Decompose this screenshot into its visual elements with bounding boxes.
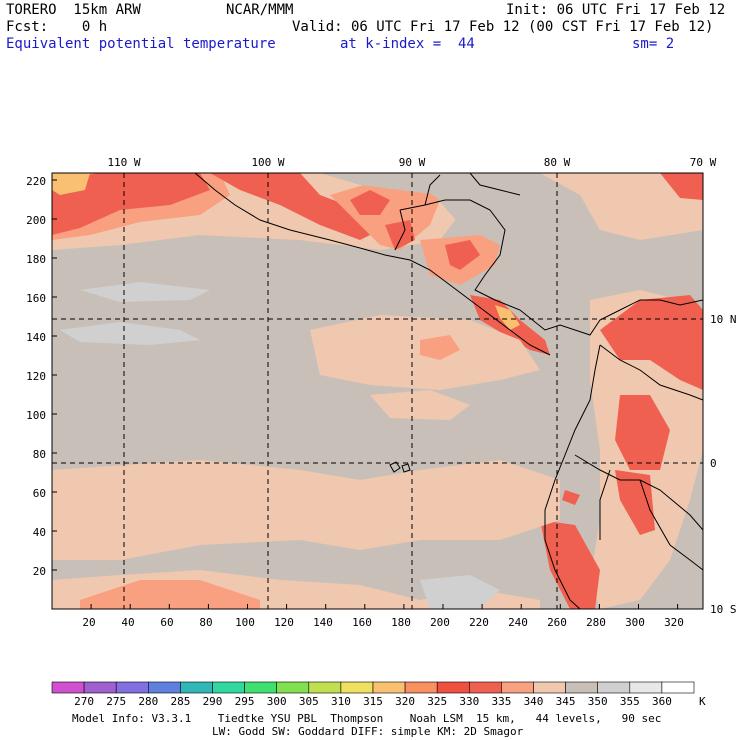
colorbar-swatch (148, 681, 181, 694)
colorbar-swatch (565, 681, 598, 694)
y-index-labels: 220 200 180 160 140 120 100 80 60 40 20 (26, 175, 46, 578)
lon-label-100w: 100 W (251, 156, 284, 169)
colorbar-label: 355 (620, 695, 640, 708)
y-tick-label: 180 (26, 253, 46, 266)
colorbar-swatch (51, 681, 85, 694)
x-index-labels: 20 40 60 80 100 120 140 160 180 200 220 … (82, 616, 684, 629)
colorbar (51, 681, 695, 694)
colorbar-swatch (372, 681, 406, 694)
colorbar-label: 325 (427, 695, 447, 708)
x-tick-label: 200 (430, 616, 450, 629)
y-tick-label: 200 (26, 214, 46, 227)
colorbar-label: 285 (170, 695, 190, 708)
x-tick-label: 40 (121, 616, 134, 629)
colorbar-label: 290 (203, 695, 223, 708)
colorbar-swatch (212, 681, 245, 694)
colorbar-label: 340 (524, 695, 544, 708)
colorbar-label: 345 (556, 695, 576, 708)
colorbar-swatch (83, 681, 117, 694)
colorbar-swatch (115, 681, 149, 694)
colorbar-unit: K (699, 695, 706, 708)
colorbar-label: 275 (106, 695, 126, 708)
x-tick-label: 100 (235, 616, 255, 629)
colorbar-swatch (404, 681, 438, 694)
y-tick-label: 60 (33, 487, 46, 500)
map-frame (51, 172, 704, 610)
lon-label-70w: 70 W (690, 156, 717, 169)
model-info: Model Info: V3.3.1 Tiedtke YSU PBL Thomp… (72, 712, 662, 725)
colorbar-label: 350 (588, 695, 608, 708)
x-tick-label: 300 (625, 616, 645, 629)
colorbar-swatch (340, 681, 374, 694)
y-tick-label: 40 (33, 526, 46, 539)
colorbar-swatch (629, 681, 663, 694)
y-tick-label: 220 (26, 175, 46, 188)
colorbar-swatch (180, 681, 213, 694)
colorbar-swatch (597, 681, 631, 694)
lat-label-10s: 10 S (710, 603, 737, 616)
colorbar-swatch (501, 681, 534, 694)
colorbar-labels: 270 275 280 285 290 295 300 305 310 315 320 325 330 3… (74, 695, 672, 708)
physics-info: LW: Godd SW: Goddard DIFF: simple KM: 2D… (212, 725, 524, 738)
x-tick-label: 320 (664, 616, 684, 629)
x-tick-label: 280 (586, 616, 606, 629)
graticule (52, 173, 703, 609)
y-tick-label: 120 (26, 370, 46, 383)
y-tick-label: 100 (26, 409, 46, 422)
lat-label-0: 0 (710, 457, 717, 470)
y-tick-label: 160 (26, 292, 46, 305)
colorbar-label: 305 (299, 695, 319, 708)
x-tick-label: 220 (469, 616, 489, 629)
latitude-labels: 10 N 0 10 S (710, 313, 737, 616)
colorbar-label: 320 (395, 695, 415, 708)
theta-e-field (52, 173, 703, 609)
field-name: Equivalent potential temperature (6, 36, 276, 52)
level-info: at k-index = 44 (340, 36, 475, 52)
center-name: NCAR/MMM (226, 2, 294, 18)
x-tick-label: 120 (274, 616, 294, 629)
colorbar-label: 300 (267, 695, 287, 708)
model-name: TORERO 15km ARW (6, 2, 141, 18)
colorbar-swatch (436, 681, 470, 694)
lon-label-110w: 110 W (107, 156, 140, 169)
lat-label-10n: 10 N (710, 313, 737, 326)
colorbar-swatch (533, 681, 566, 694)
axis-ticks (51, 179, 679, 610)
colorbar-swatch (276, 681, 310, 694)
valid-time: Valid: 06 UTC Fri 17 Feb 12 (00 CST Fri … (292, 19, 714, 35)
colorbar-label: 280 (138, 695, 158, 708)
x-tick-label: 160 (352, 616, 372, 629)
colorbar-swatch (244, 681, 278, 694)
colorbar-label: 335 (491, 695, 511, 708)
colorbar-label: 270 (74, 695, 94, 708)
lon-label-80w: 80 W (544, 156, 571, 169)
colorbar-label: 315 (363, 695, 383, 708)
x-tick-label: 140 (313, 616, 333, 629)
x-tick-label: 20 (82, 616, 95, 629)
longitude-labels: 110 W 100 W 90 W 80 W 70 W (107, 156, 716, 169)
x-tick-label: 240 (508, 616, 528, 629)
smoothing-info: sm= 2 (632, 36, 675, 52)
y-tick-label: 140 (26, 331, 46, 344)
x-tick-label: 80 (199, 616, 212, 629)
colorbar-swatch (468, 681, 502, 694)
colorbar-label: 330 (459, 695, 479, 708)
y-tick-label: 80 (33, 448, 46, 461)
forecast-hour: Fcst: 0 h (6, 19, 108, 35)
colorbar-label: 295 (235, 695, 255, 708)
colorbar-swatch (308, 681, 342, 694)
x-tick-label: 260 (547, 616, 567, 629)
y-tick-label: 20 (33, 565, 46, 578)
colorbar-swatch (661, 681, 695, 694)
coastlines (194, 173, 703, 609)
x-tick-label: 60 (160, 616, 173, 629)
init-time: Init: 06 UTC Fri 17 Feb 12 (506, 2, 726, 18)
colorbar-label: 310 (331, 695, 351, 708)
lon-label-90w: 90 W (399, 156, 426, 169)
colorbar-label: 360 (652, 695, 672, 708)
x-tick-label: 180 (391, 616, 411, 629)
